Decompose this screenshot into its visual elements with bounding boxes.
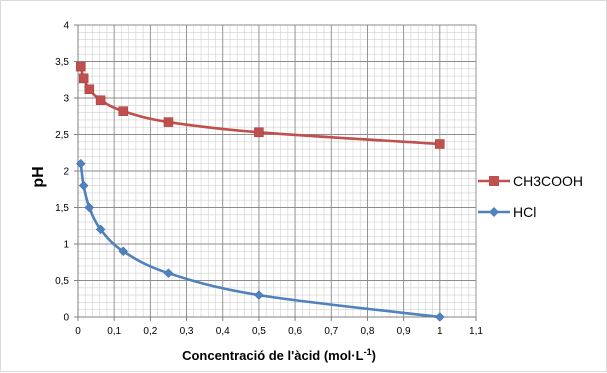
x-axis-title-superscript: -1	[364, 347, 372, 357]
y-tick-label: 0	[63, 313, 69, 324]
data-point-hcl	[75, 158, 86, 169]
data-point-ch3cooh	[163, 117, 174, 127]
data-point-ch3cooh	[76, 61, 86, 72]
x-tick-label: 1	[437, 326, 443, 337]
series-layer	[75, 61, 445, 322]
data-point-ch3cooh	[435, 139, 445, 149]
x-tick-label: 0,9	[397, 326, 411, 337]
x-axis-title-main: Concentració de l'àcid (mol·L	[182, 348, 364, 363]
x-axis-title-suffix: )	[372, 348, 376, 363]
x-tick-label: 0,1	[107, 326, 121, 337]
y-tick-label: 2,5	[55, 130, 69, 141]
data-point-hcl	[434, 312, 445, 322]
x-tick-label: 1,1	[469, 326, 483, 337]
y-tick-label: 1	[63, 240, 69, 251]
data-point-hcl	[254, 290, 264, 300]
data-point-ch3cooh	[84, 84, 95, 94]
y-tick-label: 1,5	[55, 203, 69, 214]
x-tick-label: 0,2	[143, 326, 157, 337]
data-point-hcl	[78, 180, 89, 191]
data-point-hcl	[95, 224, 106, 235]
x-tick-label: 0,7	[324, 326, 338, 337]
y-tick-label: 4	[63, 21, 69, 32]
data-point-hcl	[118, 246, 129, 257]
legend: CH3COOH HCl	[478, 173, 583, 220]
legend-marker-ch3cooh	[489, 176, 499, 186]
legend-label-ch3cooh: CH3COOH	[513, 173, 583, 189]
x-tick-label: 0,6	[288, 326, 302, 337]
x-tick-label: 0	[75, 326, 81, 337]
x-tick-label: 0,8	[361, 326, 375, 337]
legend-marker-hcl	[489, 207, 499, 217]
axes	[74, 24, 477, 321]
legend-item-hcl: HCl	[478, 204, 536, 220]
y-tick-labels: 0 0,5 1 1,5 2 2,5 3 3,5 4	[55, 21, 69, 324]
x-tick-label: 0,3	[180, 326, 194, 337]
x-axis-title: Concentració de l'àcid (mol·L-1)	[182, 347, 376, 363]
legend-item-ch3cooh: CH3COOH	[478, 173, 583, 189]
y-tick-label: 3	[63, 94, 69, 105]
data-point-hcl	[84, 202, 95, 213]
data-point-ch3cooh	[78, 73, 89, 84]
data-point-hcl	[163, 268, 174, 279]
x-tick-label: 0,5	[252, 326, 266, 337]
x-tick-labels: 0 0,1 0,2 0,3 0,4 0,5 0,6 0,7 0,8 0,9 1 1,1	[75, 326, 483, 337]
y-tick-label: 0,5	[55, 276, 69, 287]
data-point-ch3cooh	[118, 106, 128, 116]
series-hcl	[75, 158, 445, 322]
x-tick-label: 0,4	[216, 326, 230, 337]
data-point-ch3cooh	[95, 95, 106, 105]
data-point-ch3cooh	[254, 127, 264, 138]
y-axis-title: pH	[30, 166, 47, 187]
y-tick-label: 3,5	[55, 57, 69, 68]
legend-label-hcl: HCl	[513, 204, 536, 220]
y-tick-label: 2	[63, 167, 69, 178]
series-ch3cooh	[76, 61, 445, 149]
